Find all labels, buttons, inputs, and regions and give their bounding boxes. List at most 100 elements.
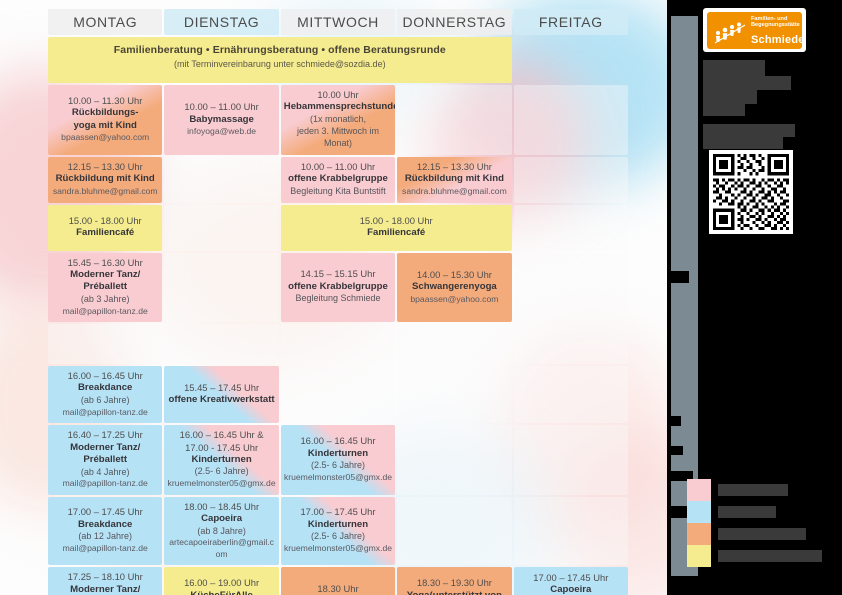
cell-time: 16.00 – 16.45 Uhr & [179,429,264,441]
schedule-cell[interactable]: 16.00 – 16.45 Uhr Breakdance (ab 6 Jahre) m… [48,366,163,424]
cell-time: 15.00 - 18.00 Uhr [68,214,142,226]
cell-time: 10.00 – 11.30 Uhr [68,94,143,106]
cell-time: 12.15 – 13.30 Uhr [416,160,492,172]
empty-cell [513,324,628,365]
cell-subtitle: (ab 12 Jahre) [78,531,132,542]
day-header-montag: MONTAG [48,9,163,35]
cell-time: 10.00 – 11.00 Uhr [184,101,259,113]
cell-title: Breakdance [77,382,133,394]
legend-label-redacted [718,550,822,562]
cell-time: 14.00 – 15.30 Uhr [416,268,492,280]
empty-cell [513,85,628,155]
cell-time: 12.15 – 13.30 Uhr [67,160,143,172]
schedule-cell[interactable]: 12.15 – 13.30 Uhr Rückbildung mit Kind san… [48,156,163,203]
cell-title: offene Kreativwerkstatt [168,394,275,406]
empty-cell [513,496,628,566]
logo-name: Schmiede [751,33,805,46]
empty-cell [513,425,628,495]
legend-swatch [687,523,711,545]
redacted-text-block [703,76,791,90]
schedule-cell[interactable]: 16.00 – 16.45 Uhr & 17.00 - 17.45 Uhr Kind… [164,425,279,495]
schedule-cell[interactable]: 16.40 – 17.25 Uhr Moderner Tanz/ Préballe… [48,425,163,495]
schmiede-logo: Familien- und Begegnungsstätte Schmiede [703,8,806,52]
cell-email: mail@papillon-tanz.de [62,406,148,417]
schedule-cell[interactable]: 16.00 – 19.00 UhrKücheFürAlle(jeden letz… [164,567,279,595]
cell-subtitle: Begleitung Kita Buntstift [290,185,386,196]
cell-title: Rückbildung mit Kind [55,173,155,185]
day-header-mittwoch: MITTWOCH [280,9,396,35]
banner-line-1: Familienberatung • Ernährungsberatung • … [113,44,446,56]
legend-row [687,501,837,523]
empty-cell [397,85,512,155]
schedule-cell[interactable]: 16.00 – 16.45 Uhr Kinderturnen (2.5- 6 Jah… [280,425,396,495]
band-notch [671,446,683,455]
schedule-cell[interactable]: 10.00 Uhr Hebammensprechstunde (1x monatli… [280,85,396,155]
cell-subtitle: (1x monatlich, [309,113,366,124]
cell-title: Capoeira [201,513,243,525]
redacted-text-block [703,124,795,137]
cell-title: Babymassage [189,113,254,125]
redacted-text-block [703,90,757,104]
cell-title: Hebammensprechstunde [283,101,396,113]
cell-email: sandra.bluhme@gmail.com [52,185,158,196]
legend-swatch [687,545,711,567]
schedule-cell[interactable]: 10.00 – 11.00 Uhr Babymassage infoyoga@web… [164,85,279,155]
cell-time: 16.00 – 19.00 Uhr [184,577,260,589]
watercolor-blob [500,330,680,530]
schedule-cell[interactable]: 14.15 – 15.15 Uhr offene Krabbelgruppe Beg… [280,252,396,323]
legend-label-redacted [718,506,776,518]
empty-cell [280,324,396,365]
cell-title: Kinderturnen [307,447,369,459]
cell-time: 14.15 – 15.15 Uhr [300,268,376,280]
cell-title: KücheFürAlle [167,590,275,595]
cell-time: 10.00 – 11.00 Uhr [300,160,376,172]
empty-cell [513,156,628,203]
schedule-cell[interactable]: 14.00 – 15.30 Uhr Schwangerenyoga bpaassen… [397,252,512,323]
day-header-dienstag: DIENSTAG [164,9,279,35]
cell-time: 15.45 – 16.30 Uhr [67,256,143,268]
schedule-cell[interactable]: 18.30 UhrFrauenkreisbpaassen@yahoo.com [280,567,396,595]
schedule-cell[interactable]: 15.45 – 17.45 Uhr offene Kreativwerkstatt [164,366,279,424]
cell-title: Moderner Tanz/ Préballett [70,583,141,595]
schedule-cell[interactable]: 12.15 – 13.30 Uhr Rückbildung mit Kind san… [397,156,512,203]
schedule-cell[interactable]: 15.45 – 16.30 Uhr Moderner Tanz/ Préballe… [48,252,163,323]
schedule-cell[interactable]: 10.00 – 11.30 Uhr Rückbildungs-yoga mit K… [48,85,163,155]
cell-title: Yoga(unterstützt von der Krankenkasse) [406,589,502,595]
schedule-cell[interactable]: 17.00 – 17.45 Uhr Breakdance (ab 12 Jahre)… [48,496,163,566]
banner-spacer [514,37,628,83]
schedule-cell[interactable]: 10.00 – 11.00 Uhr offene Krabbelgruppe Beg… [280,156,396,203]
cell-time: 17.00 - 17.45 Uhr [185,441,259,453]
cell-time: 17.00 – 17.45 Uhr [300,506,376,518]
schedule-cell[interactable]: 17.00 – 17.45 Uhr Kinderturnen (2.5- 6 Jah… [280,496,396,566]
qr-code[interactable] [709,150,793,234]
weekly-schedule-grid: MONTAG DIENSTAG MITTWOCH DONNERSTAG FREITAG F… [48,9,628,595]
legend-swatch [687,501,711,523]
schedule-cell[interactable]: 15.00 - 18.00 Uhr Familiencafé [48,204,163,251]
cell-title: Moderner Tanz/ Préballett [70,441,141,466]
empty-cell [397,366,512,424]
redacted-text-block [703,104,745,116]
cell-subtitle: Begleitung Schmiede [295,293,381,304]
cell-title: Rückbildung mit Kind [404,173,504,185]
schedule-cell[interactable]: 15.00 - 18.00 Uhr Familiencafé [280,204,512,251]
cell-title: offene Krabbelgruppe [288,173,388,185]
band-notch [671,471,693,481]
empty-cell [164,252,279,323]
cell-email: sandra.bluhme@gmail.com [402,185,507,196]
cell-time: 16.00 – 16.45 Uhr [300,435,376,447]
cell-title: Kinderturnen [307,518,369,530]
legend-label-redacted [718,484,788,496]
cell-email: bpaassen@yahoo.com [61,132,150,143]
cell-subtitle: (2.5- 6 Jahre) [310,531,365,542]
cell-time: 17.25 – 18.10 Uhr [67,571,143,583]
band-notch [671,271,689,283]
day-header-donnerstag: DONNERSTAG [397,9,512,35]
cell-email: artecapoeiraberlin@gmail.com [169,537,274,559]
schedule-cell[interactable]: 18.00 – 18.45 Uhr Capoeira (ab 8 Jahre) art… [164,496,279,566]
logo-line-1: Familien- und [751,15,788,22]
empty-cell [164,204,279,251]
cell-time: 15.00 - 18.00 Uhr [359,214,433,226]
